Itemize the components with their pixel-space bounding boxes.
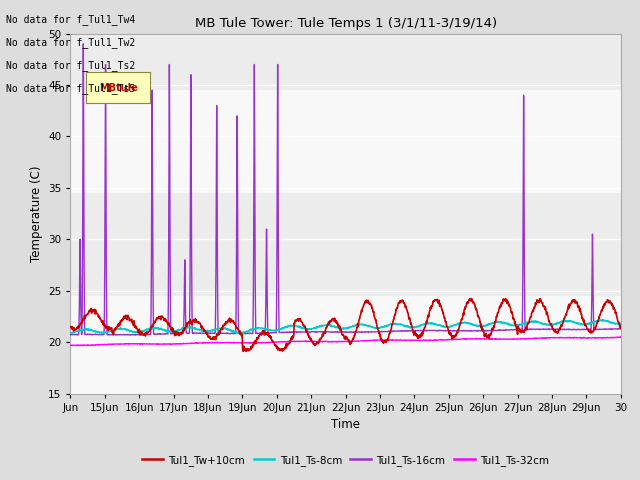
- Title: MB Tule Tower: Tule Temps 1 (3/1/11-3/19/14): MB Tule Tower: Tule Temps 1 (3/1/11-3/19…: [195, 17, 497, 30]
- X-axis label: Time: Time: [331, 418, 360, 431]
- Text: No data for f_Tul1_Tw2: No data for f_Tul1_Tw2: [6, 36, 136, 48]
- Bar: [70, 28, 621, 90]
- Text: No data for f_Tul1_Ts5: No data for f_Tul1_Ts5: [6, 83, 136, 94]
- Y-axis label: Temperature (C): Temperature (C): [29, 165, 43, 262]
- Legend: Tul1_Tw+10cm, Tul1_Ts-8cm, Tul1_Ts-16cm, Tul1_Ts-32cm: Tul1_Tw+10cm, Tul1_Ts-8cm, Tul1_Ts-16cm,…: [138, 451, 553, 470]
- Text: MBtule: MBtule: [99, 83, 138, 93]
- Bar: [70, 193, 621, 296]
- Bar: [70, 90, 621, 193]
- Text: No data for f_Tul1_Ts2: No data for f_Tul1_Ts2: [6, 60, 136, 71]
- Bar: [70, 296, 621, 399]
- Text: No data for f_Tul1_Tw4: No data for f_Tul1_Tw4: [6, 13, 136, 24]
